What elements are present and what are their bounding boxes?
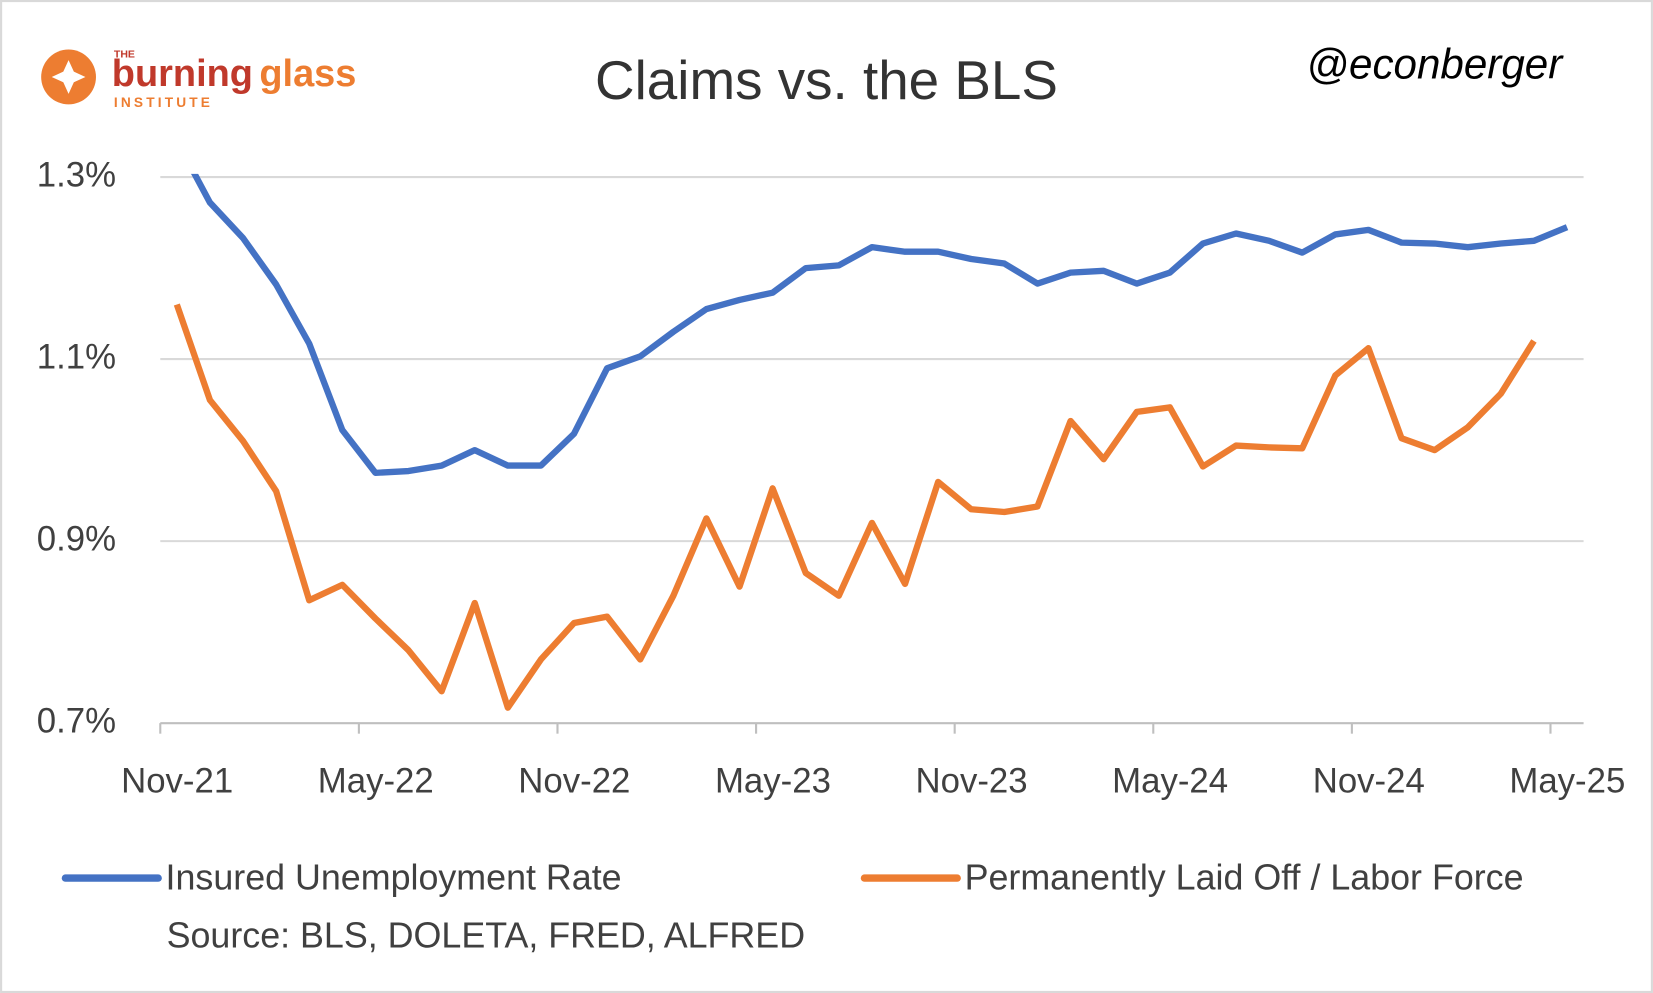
x-tick-label: May-22: [318, 762, 434, 800]
logo-top: THE: [114, 49, 135, 61]
x-tick-label: May-25: [1509, 762, 1625, 800]
series-line: [173, 303, 1537, 711]
x-tick-label: May-24: [1112, 762, 1228, 800]
x-tick-label: Nov-22: [518, 762, 630, 800]
plot-area: [173, 173, 1569, 711]
logo-name2: glass: [259, 53, 356, 95]
logo-star: [51, 60, 86, 94]
x-tick-label: Nov-21: [121, 762, 233, 800]
logo: THE burning glass INSTITUTE: [41, 49, 356, 110]
y-tick-label: 0.9%: [37, 520, 116, 558]
x-tick-label: May-23: [715, 762, 831, 800]
x-tick-label: Nov-23: [916, 762, 1028, 800]
watermark: @econberger: [1306, 41, 1564, 88]
y-tick-label: 1.3%: [37, 156, 116, 194]
series-line: [191, 173, 1569, 477]
logo-name1: burning: [112, 53, 253, 95]
logo-bottom: INSTITUTE: [114, 95, 213, 110]
y-tick-label: 0.7%: [37, 702, 116, 740]
legend-label: Insured Unemployment Rate: [166, 858, 622, 898]
chart-title: Claims vs. the BLS: [595, 49, 1058, 111]
x-tick-label: Nov-24: [1313, 762, 1425, 800]
y-tick-label: 1.1%: [37, 338, 116, 376]
source-note: Source: BLS, DOLETA, FRED, ALFRED: [167, 916, 805, 956]
legend-label: Permanently Laid Off / Labor Force: [965, 858, 1524, 898]
